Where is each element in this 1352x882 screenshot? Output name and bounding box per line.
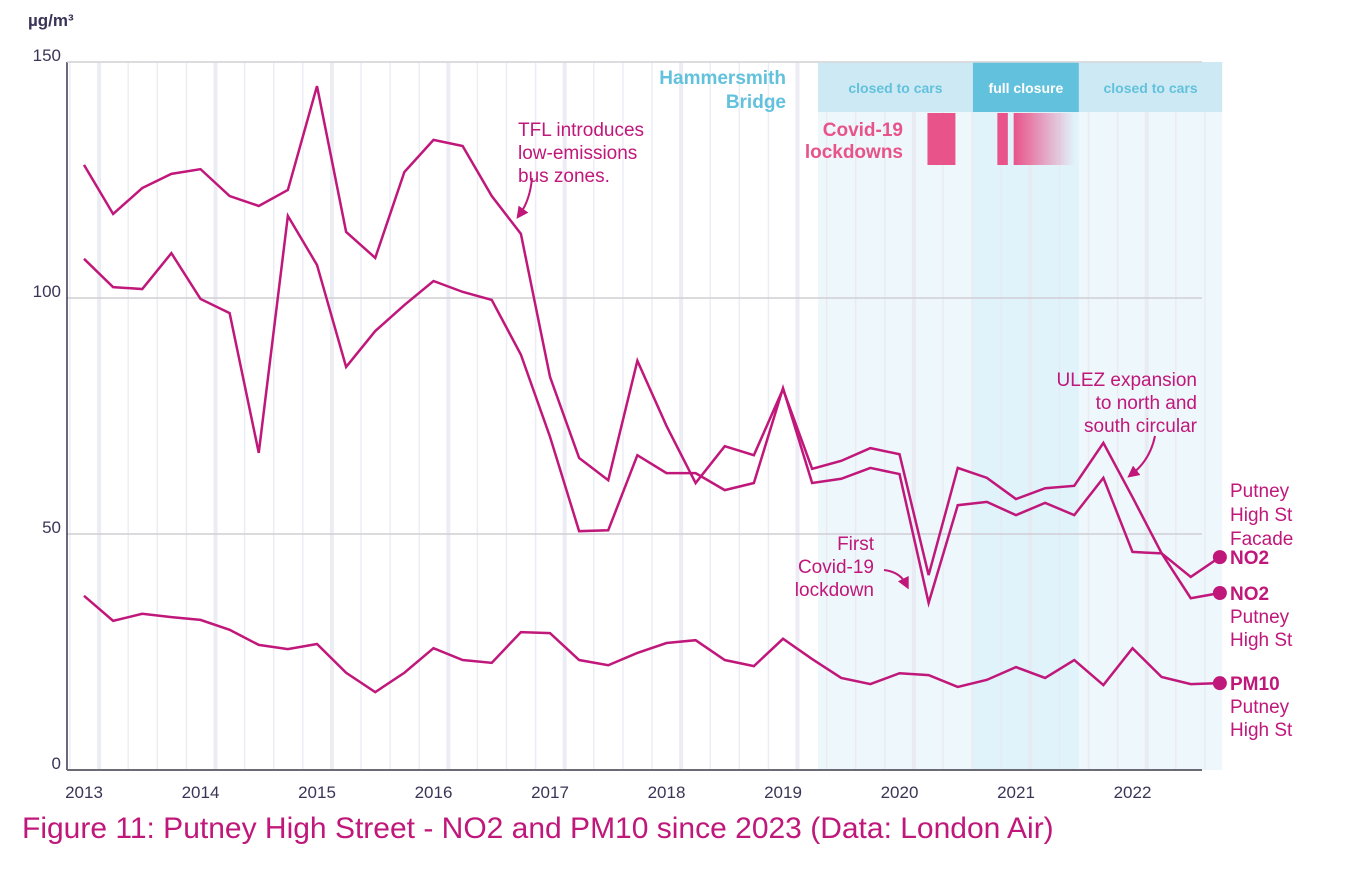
annotation-arrow-icon xyxy=(1127,435,1156,478)
series-location-label: Facade xyxy=(1230,529,1293,550)
series-end-marker xyxy=(1212,586,1227,600)
series-name-label: PM10 xyxy=(1230,674,1280,695)
series-name-label: NO2 xyxy=(1230,584,1269,605)
bridge-period-shade xyxy=(817,62,973,770)
y-tick-label: 100 xyxy=(33,282,61,301)
annotation-covid: First xyxy=(837,534,875,555)
bridge-band-label: full closure xyxy=(989,80,1064,96)
bridge-band-label: closed to cars xyxy=(1103,80,1197,96)
bridge-title: Hammersmith xyxy=(659,68,786,89)
figure-caption: Figure 11: Putney High Street - NO2 and … xyxy=(22,812,1054,845)
annotation-tfl: bus zones. xyxy=(518,166,610,187)
series-name-label: NO2 xyxy=(1230,548,1269,569)
y-tick-label: 50 xyxy=(42,518,61,537)
annotation-tfl: TFL introduces xyxy=(518,120,644,141)
covid-lockdown-bar xyxy=(997,113,1008,165)
series-location-label: Putney xyxy=(1230,481,1290,502)
bridge-band xyxy=(1078,62,1223,112)
series-location-label: Putney xyxy=(1230,697,1290,718)
x-tick-label: 2013 xyxy=(65,783,103,802)
annotation-covid: lockdown xyxy=(795,580,874,601)
bridge-period-shade xyxy=(972,62,1079,770)
annotation-ulez: ULEZ expansion xyxy=(1057,370,1197,391)
y-tick-label: 0 xyxy=(52,754,61,773)
series-location-label: Putney xyxy=(1230,607,1290,628)
annotation-ulez: south circular xyxy=(1084,416,1198,437)
x-tick-label: 2022 xyxy=(1114,783,1152,802)
series-end-marker xyxy=(1212,550,1227,565)
series-location-label: High St xyxy=(1230,630,1293,651)
covid-lockdown-bar xyxy=(1013,113,1075,165)
annotation-arrow-icon xyxy=(516,177,533,219)
annotation-ulez: to north and xyxy=(1096,393,1197,414)
annotation-tfl: low-emissions xyxy=(518,143,637,164)
x-tick-label: 2021 xyxy=(997,783,1035,802)
series-line-2 xyxy=(83,594,1220,694)
series-location-label: High St xyxy=(1230,505,1293,526)
x-tick-label: 2015 xyxy=(298,783,336,802)
bridge-band-label: closed to cars xyxy=(848,80,942,96)
x-tick-label: 2016 xyxy=(415,783,453,802)
series-end-marker xyxy=(1212,676,1227,691)
bridge-title: Bridge xyxy=(726,92,786,113)
x-tick-label: 2018 xyxy=(648,783,686,802)
annotation-arrow-icon xyxy=(883,569,909,590)
covid-lockdown-bar xyxy=(927,113,956,165)
bridge-band xyxy=(817,62,973,112)
series-location-label: High St xyxy=(1230,720,1293,741)
covid-title: lockdowns xyxy=(805,142,903,163)
y-axis-unit: µg/m³ xyxy=(28,11,74,30)
x-tick-label: 2017 xyxy=(531,783,569,802)
annotation-covid: Covid-19 xyxy=(798,557,874,578)
series-line-1 xyxy=(83,212,1221,608)
x-tick-label: 2020 xyxy=(881,783,919,802)
covid-title: Covid-19 xyxy=(823,120,903,141)
x-tick-label: 2014 xyxy=(182,783,220,802)
y-tick-label: 150 xyxy=(33,46,61,65)
bridge-band xyxy=(972,62,1079,112)
bridge-period-shade xyxy=(1078,62,1223,770)
x-tick-label: 2019 xyxy=(764,783,802,802)
series-line-0 xyxy=(82,85,1221,579)
